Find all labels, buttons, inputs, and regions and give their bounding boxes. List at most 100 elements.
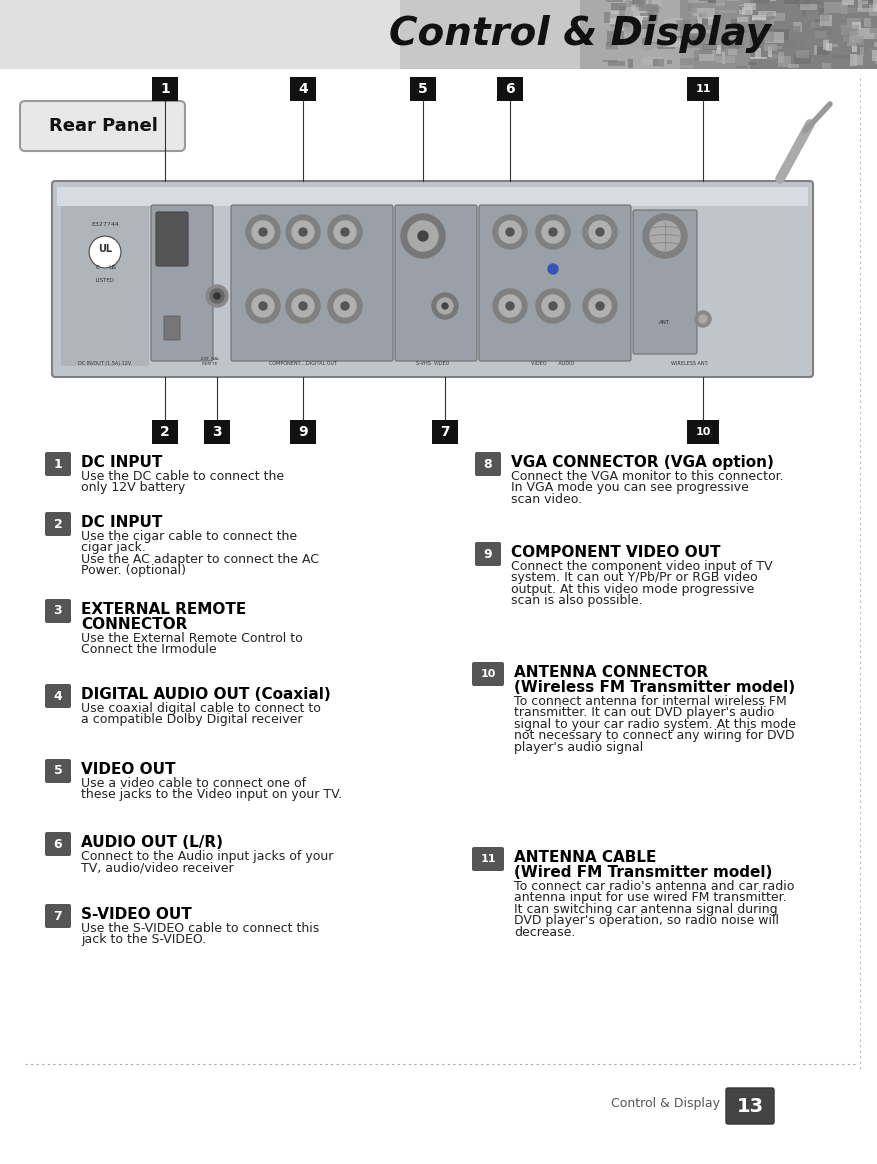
FancyBboxPatch shape	[676, 21, 690, 30]
FancyBboxPatch shape	[618, 6, 625, 17]
Text: c: c	[96, 264, 100, 270]
FancyBboxPatch shape	[843, 36, 859, 42]
Circle shape	[408, 221, 438, 251]
FancyBboxPatch shape	[738, 17, 748, 21]
FancyBboxPatch shape	[718, 10, 736, 13]
FancyBboxPatch shape	[875, 52, 877, 64]
FancyBboxPatch shape	[752, 15, 766, 20]
FancyBboxPatch shape	[475, 452, 501, 476]
FancyBboxPatch shape	[800, 41, 803, 50]
Text: scan video.: scan video.	[511, 492, 582, 506]
Text: Connect to the Audio input jacks of your: Connect to the Audio input jacks of your	[81, 850, 333, 863]
FancyBboxPatch shape	[862, 3, 869, 10]
FancyBboxPatch shape	[822, 13, 829, 21]
FancyBboxPatch shape	[20, 101, 185, 151]
FancyBboxPatch shape	[866, 47, 877, 51]
Circle shape	[596, 228, 604, 236]
Text: system. It can out Y/Pb/Pr or RGB video: system. It can out Y/Pb/Pr or RGB video	[511, 572, 758, 584]
Text: Rear Panel: Rear Panel	[48, 118, 158, 135]
Text: a compatible Dolby Digital receiver: a compatible Dolby Digital receiver	[81, 714, 303, 726]
Text: 6: 6	[505, 81, 515, 95]
Text: 8: 8	[484, 457, 492, 470]
FancyBboxPatch shape	[647, 47, 652, 50]
Text: signal to your car radio system. At this mode: signal to your car radio system. At this…	[514, 718, 796, 731]
FancyBboxPatch shape	[745, 8, 752, 16]
FancyBboxPatch shape	[231, 205, 393, 361]
FancyBboxPatch shape	[716, 0, 725, 6]
FancyBboxPatch shape	[657, 47, 675, 49]
FancyBboxPatch shape	[872, 50, 877, 62]
Text: Power. (optional): Power. (optional)	[81, 565, 186, 577]
FancyBboxPatch shape	[675, 64, 694, 68]
FancyBboxPatch shape	[648, 10, 658, 21]
FancyBboxPatch shape	[164, 315, 180, 340]
FancyBboxPatch shape	[631, 5, 636, 10]
Circle shape	[542, 294, 564, 317]
FancyBboxPatch shape	[739, 6, 753, 10]
Circle shape	[286, 289, 320, 322]
Text: these jacks to the Video input on your TV.: these jacks to the Video input on your T…	[81, 788, 342, 801]
FancyBboxPatch shape	[724, 40, 733, 49]
Text: 4: 4	[298, 81, 308, 95]
FancyBboxPatch shape	[860, 0, 877, 3]
Text: 5: 5	[418, 81, 428, 95]
FancyBboxPatch shape	[642, 38, 649, 48]
FancyBboxPatch shape	[726, 22, 734, 27]
FancyBboxPatch shape	[662, 34, 667, 37]
Circle shape	[596, 301, 604, 310]
FancyBboxPatch shape	[611, 10, 624, 14]
FancyBboxPatch shape	[642, 44, 657, 54]
Text: only 12V battery: only 12V battery	[81, 482, 185, 495]
Text: DIGITAL AUDIO OUT (Coaxial): DIGITAL AUDIO OUT (Coaxial)	[81, 687, 331, 702]
FancyBboxPatch shape	[855, 55, 863, 65]
FancyBboxPatch shape	[667, 61, 672, 64]
FancyBboxPatch shape	[802, 10, 806, 16]
FancyBboxPatch shape	[864, 19, 871, 27]
Circle shape	[328, 289, 362, 322]
FancyBboxPatch shape	[0, 0, 877, 69]
Circle shape	[334, 221, 356, 243]
FancyBboxPatch shape	[629, 0, 640, 7]
FancyBboxPatch shape	[784, 0, 799, 5]
Text: 9: 9	[484, 547, 492, 561]
Text: 11: 11	[481, 854, 496, 864]
FancyBboxPatch shape	[290, 420, 316, 443]
FancyBboxPatch shape	[721, 40, 740, 49]
FancyBboxPatch shape	[858, 8, 877, 12]
FancyBboxPatch shape	[698, 17, 702, 29]
Circle shape	[252, 294, 274, 317]
FancyBboxPatch shape	[702, 35, 718, 37]
Text: ANTENNA CABLE: ANTENNA CABLE	[514, 850, 656, 865]
FancyBboxPatch shape	[52, 180, 813, 377]
Text: WIRELESS ANT.: WIRELESS ANT.	[671, 361, 709, 365]
FancyBboxPatch shape	[765, 33, 784, 43]
FancyBboxPatch shape	[870, 23, 877, 34]
FancyBboxPatch shape	[754, 0, 769, 5]
FancyBboxPatch shape	[783, 6, 795, 13]
FancyBboxPatch shape	[664, 20, 667, 22]
Circle shape	[506, 228, 514, 236]
FancyBboxPatch shape	[652, 59, 664, 66]
Text: 6: 6	[53, 838, 62, 851]
Circle shape	[699, 315, 707, 322]
FancyBboxPatch shape	[730, 37, 738, 41]
FancyBboxPatch shape	[715, 56, 735, 63]
FancyBboxPatch shape	[625, 0, 631, 6]
FancyBboxPatch shape	[841, 2, 847, 14]
Text: jack to the S-VIDEO.: jack to the S-VIDEO.	[81, 934, 206, 946]
Circle shape	[259, 301, 267, 310]
Circle shape	[442, 303, 448, 308]
FancyBboxPatch shape	[820, 15, 832, 27]
FancyBboxPatch shape	[642, 48, 648, 52]
Text: COMPONENT....DIGITAL OUT: COMPONENT....DIGITAL OUT	[269, 361, 337, 365]
FancyBboxPatch shape	[687, 77, 719, 101]
Circle shape	[299, 228, 307, 236]
FancyBboxPatch shape	[667, 19, 683, 22]
FancyBboxPatch shape	[650, 21, 657, 24]
FancyBboxPatch shape	[857, 28, 877, 40]
FancyBboxPatch shape	[290, 77, 316, 101]
FancyBboxPatch shape	[860, 47, 864, 57]
Text: 10: 10	[695, 427, 710, 436]
FancyBboxPatch shape	[699, 14, 702, 16]
FancyBboxPatch shape	[606, 42, 618, 50]
